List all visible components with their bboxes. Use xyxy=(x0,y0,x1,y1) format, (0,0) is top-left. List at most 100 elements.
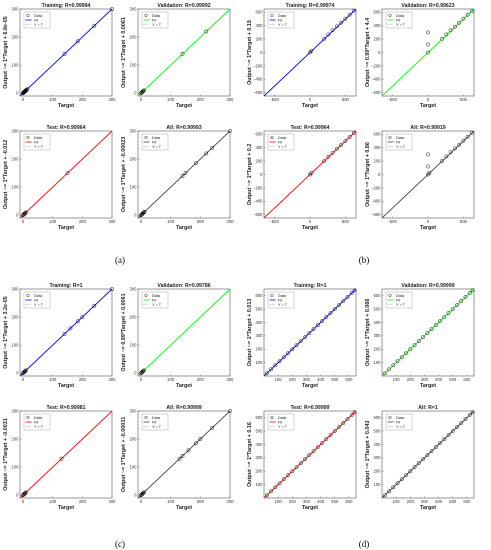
y-tick-label: 0 xyxy=(378,172,381,177)
y-tick-label: 100 xyxy=(374,360,382,365)
x-tick-label: 200 xyxy=(197,97,205,102)
panel-title: Training: R=0.99994 xyxy=(42,3,91,9)
x-tick-label: -500 xyxy=(388,219,397,224)
data-point xyxy=(24,368,28,373)
data-point xyxy=(469,9,474,13)
data-point xyxy=(450,429,455,434)
x-tick-label: 400 xyxy=(317,499,325,504)
y-tick-label: 400 xyxy=(374,23,382,28)
x-axis-label: Target xyxy=(302,225,318,231)
data-point xyxy=(320,319,324,324)
fit-line xyxy=(264,411,356,498)
data-point xyxy=(311,449,316,454)
regression-panel: 0 100 200 300 0 100 200 300 All: R=0.99993 Target… xyxy=(121,125,234,231)
data-point xyxy=(281,355,286,360)
y-tick-label: 0 xyxy=(16,91,19,96)
figure-label: (c) xyxy=(115,539,125,549)
data-point xyxy=(399,355,404,360)
legend-box xyxy=(141,133,169,151)
data-point xyxy=(68,326,73,331)
data-point xyxy=(320,441,324,446)
data-point xyxy=(470,288,475,293)
data-point xyxy=(455,303,459,307)
data-point xyxy=(452,24,457,29)
y-tick-label: 300 xyxy=(130,408,138,413)
data-point xyxy=(23,491,28,495)
data-point xyxy=(269,367,274,372)
legend-label: Data xyxy=(278,14,287,18)
data-point xyxy=(198,437,203,441)
legend-label: Fit xyxy=(152,420,157,424)
data-point xyxy=(294,343,299,348)
data-point xyxy=(309,171,314,176)
legend-data-marker xyxy=(270,416,274,420)
x-axis-label: Target xyxy=(302,383,318,389)
panel-title: All: R=0.99993 xyxy=(166,125,201,131)
legend-label: Data xyxy=(396,294,405,298)
data-point xyxy=(467,291,472,295)
x-axis-label: Target xyxy=(58,103,74,109)
regression-panel: 0 100 200 300 0 100 200 300 Training: R=1 Target O… xyxy=(3,283,116,389)
y-tick-label: 500 xyxy=(256,428,264,433)
regression-panel: 0 100 200 300 0 100 200 300 Training: R=0.99994 T… xyxy=(3,3,116,109)
y-tick-label: 300 xyxy=(374,333,382,338)
x-tick-label: 300 xyxy=(303,377,311,382)
data-point xyxy=(349,291,354,295)
y-axis-label: Output ~= 1*Target + -0.0031 xyxy=(3,418,9,491)
data-point xyxy=(75,39,80,44)
y-tick-label: 0 xyxy=(260,50,263,55)
fit-line xyxy=(138,9,230,96)
legend-label: Fit xyxy=(278,420,283,424)
y-tick-label: -400 xyxy=(254,199,263,204)
data-point xyxy=(469,130,474,135)
data-point xyxy=(352,410,357,415)
regression-panel: 0 100 200 300 0 100 200 300 All: R=0.99999 Target… xyxy=(121,405,234,511)
x-tick-label: 500 xyxy=(460,97,468,102)
data-point xyxy=(343,16,348,21)
data-point xyxy=(23,89,28,93)
x-axis-label: Target xyxy=(302,103,318,109)
x-tick-label: -500 xyxy=(270,97,279,102)
legend-box xyxy=(23,413,51,431)
legend-label: Fit xyxy=(152,298,157,302)
data-point xyxy=(92,303,97,308)
y-tick-label: 200 xyxy=(256,347,264,352)
data-point xyxy=(442,437,447,442)
x-axis-label: Target xyxy=(176,383,192,389)
data-point xyxy=(140,369,145,374)
data-point xyxy=(452,146,457,151)
x-tick-label: 300 xyxy=(109,97,117,102)
legend-label: Y = T xyxy=(278,23,288,27)
x-tick-label: 300 xyxy=(227,377,235,382)
y-tick-label: 600 xyxy=(374,10,382,15)
legend-data-marker xyxy=(270,13,274,17)
y-tick-label: 100 xyxy=(12,343,20,348)
data-point xyxy=(277,481,282,486)
y-tick-label: 600 xyxy=(374,132,382,137)
data-point xyxy=(62,331,67,336)
y-tick-label: 400 xyxy=(256,23,264,28)
data-point xyxy=(307,331,312,336)
y-tick-label: 100 xyxy=(130,185,138,190)
legend-data-marker xyxy=(26,135,30,139)
y-axis-label: Output ~= 1*Target + 0.043 xyxy=(365,421,371,489)
fit-line xyxy=(20,411,112,498)
y-tick-label: 200 xyxy=(12,34,20,39)
x-tick-label: 200 xyxy=(79,499,87,504)
x-tick-label: 300 xyxy=(227,219,235,224)
x-tick-label: 0 xyxy=(22,219,25,224)
x-tick-label: 100 xyxy=(275,499,283,504)
y-tick-label: 300 xyxy=(12,6,20,11)
x-tick-label: 200 xyxy=(79,377,87,382)
legend-data-marker xyxy=(26,416,30,420)
data-point xyxy=(22,369,27,374)
panel-title: Validation: R=0.99786 xyxy=(157,283,210,289)
legend-box xyxy=(267,413,295,431)
data-point xyxy=(204,29,209,34)
x-tick-label: 100 xyxy=(49,377,57,382)
data-point xyxy=(427,170,432,175)
data-point xyxy=(326,32,331,37)
data-point xyxy=(328,311,333,316)
